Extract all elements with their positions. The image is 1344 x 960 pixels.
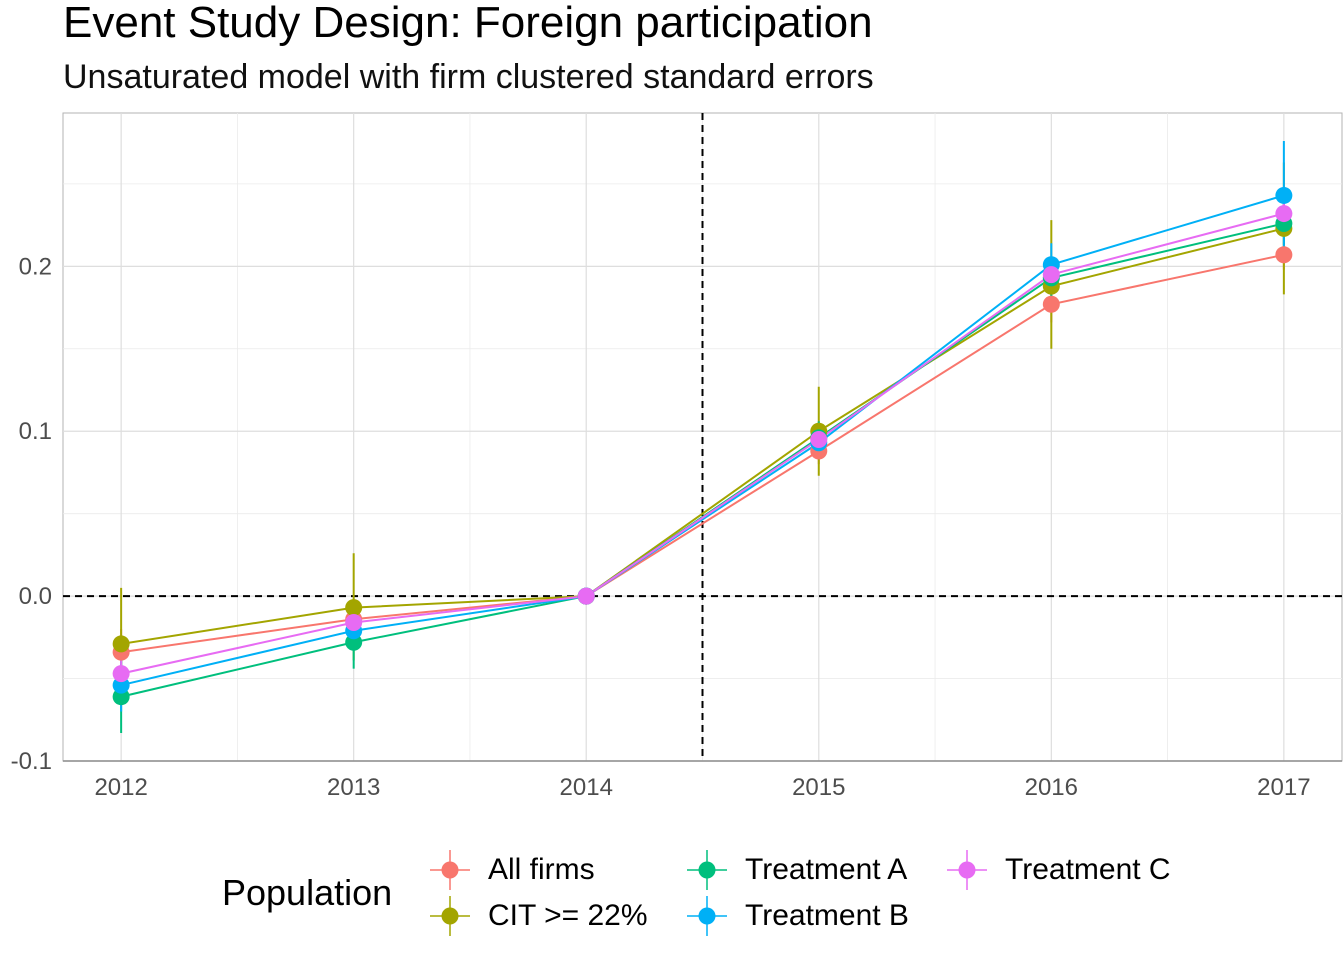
data-point: [345, 613, 363, 631]
data-point: [1275, 186, 1293, 204]
legend-key-treatment-b: [687, 896, 727, 936]
legend-item-treatment-b: Treatment B: [687, 896, 909, 936]
legend-label: Treatment A: [745, 853, 908, 886]
legend-label: Treatment B: [745, 899, 909, 932]
legend-item-all-firms: All firms: [430, 850, 595, 890]
series-line: [120, 227, 1285, 645]
legend-label: CIT >= 22%: [488, 899, 648, 932]
y-tick-label: -0.1: [11, 748, 52, 775]
tick-labels: -0.1 0.0 0.1 0.2 2012 2013 2014 2015 2016 2017: [11, 253, 1311, 801]
legend-title: Population: [222, 872, 393, 913]
series-line: [120, 212, 1285, 675]
legend-key-treatment-a: [687, 850, 727, 890]
x-tick-label: 2013: [327, 774, 380, 801]
data-point: [1275, 246, 1293, 264]
x-tick-label: 2014: [560, 774, 613, 801]
x-tick-label: 2016: [1025, 774, 1078, 801]
data-point: [1275, 205, 1293, 223]
series-line: [120, 194, 1285, 687]
chart-title: Event Study Design: Foreign participatio…: [63, 0, 873, 47]
series-points-4: [112, 205, 1293, 683]
y-tick-label: 0.0: [19, 583, 52, 610]
legend-label: All firms: [488, 853, 595, 886]
y-tick-label: 0.2: [19, 253, 52, 280]
chart-subtitle: Unsaturated model with firm clustered st…: [63, 58, 874, 96]
series-layer: [112, 141, 1293, 733]
y-tick-label: 0.1: [19, 418, 52, 445]
data-point: [345, 599, 363, 617]
x-tick-label: 2012: [94, 774, 147, 801]
legend-item-cit: CIT >= 22%: [430, 896, 648, 936]
legend-key-all-firms: [430, 850, 470, 890]
x-tick-label: 2015: [792, 774, 845, 801]
series-line: [120, 253, 1285, 654]
data-point: [1042, 266, 1060, 284]
data-point: [112, 665, 130, 683]
data-point: [112, 635, 130, 653]
legend-key-cit: [430, 896, 470, 936]
data-point: [1042, 295, 1060, 313]
data-point: [810, 430, 828, 448]
legend-label: Treatment C: [1005, 853, 1171, 886]
reference-lines: [63, 113, 1342, 761]
legend-key-treatment-c: [947, 850, 987, 890]
data-point: [577, 587, 595, 605]
x-tick-label: 2017: [1257, 774, 1310, 801]
legend-item-treatment-c: Treatment C: [947, 850, 1171, 890]
legend-item-treatment-a: Treatment A: [687, 850, 907, 890]
